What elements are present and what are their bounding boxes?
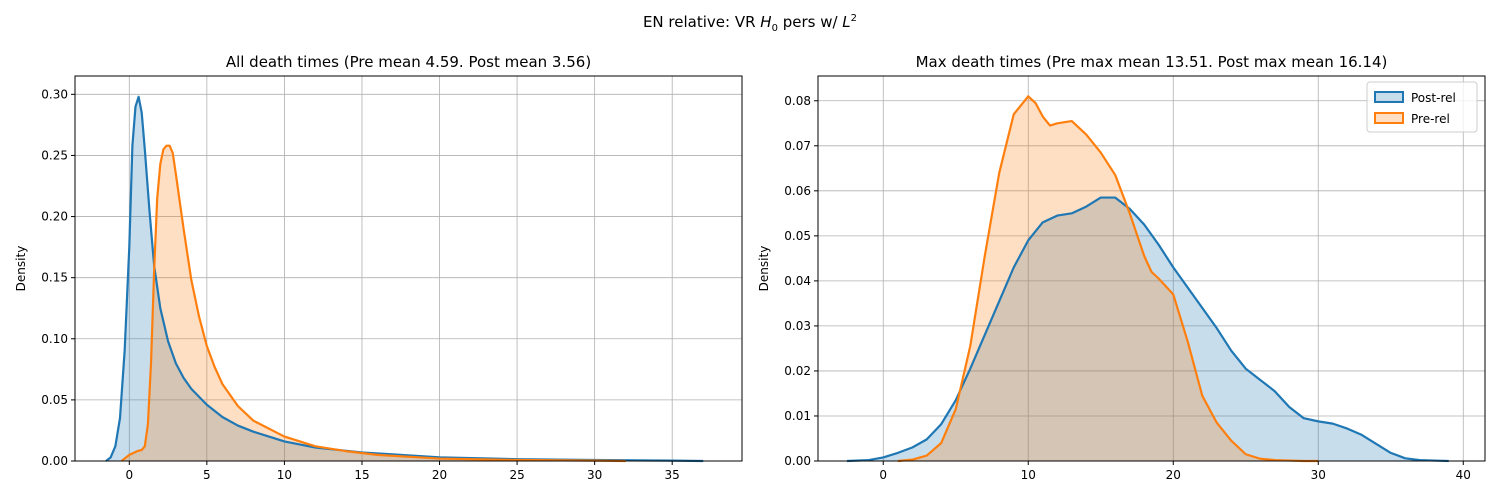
- x-tick-label: 20: [432, 468, 447, 482]
- x-tick-label: 20: [1166, 468, 1181, 482]
- x-tick-label: 15: [354, 468, 369, 482]
- x-tick-label: 25: [509, 468, 524, 482]
- x-tick-label: 35: [665, 468, 680, 482]
- y-tick-label: 0.02: [784, 364, 811, 378]
- legend-box: [1366, 81, 1478, 133]
- y-tick-label: 0.04: [784, 274, 811, 288]
- x-tick-label: 30: [1311, 468, 1326, 482]
- x-tick-label: 10: [1021, 468, 1036, 482]
- x-tick-label: 0: [879, 468, 887, 482]
- legend-swatch-pre: [1374, 112, 1404, 124]
- axes-frame: [74, 75, 743, 462]
- y-tick-label: 0.01: [784, 409, 811, 423]
- y-tick-label: 0.20: [41, 210, 68, 224]
- axes-frame: [817, 75, 1486, 462]
- density-fill-pre: [897, 96, 1319, 462]
- right-plot-max-death-times: 0 10 20 30 40 0.00 0.01 0.02 0.03 0.04 0.05 0.06 0.0…: [757, 53, 1486, 482]
- y-tick-label: 0.10: [41, 332, 68, 346]
- y-tick-label: 0.30: [41, 87, 68, 101]
- y-tick-label: 0.06: [784, 184, 811, 198]
- y-tick-label: 0.07: [784, 139, 811, 153]
- x-tick-label: 40: [1456, 468, 1471, 482]
- density-fill-pre: [121, 145, 626, 461]
- subplot-title: All death times (Pre mean 4.59. Post mea…: [226, 53, 591, 71]
- y-axis-label: Density: [14, 246, 28, 292]
- legend-label-post: Post-rel: [1411, 91, 1456, 105]
- y-tick-label: 0.05: [41, 393, 68, 407]
- legend-label-pre: Pre-rel: [1411, 112, 1450, 126]
- subplot-title: Max death times (Pre max mean 13.51. Pos…: [916, 53, 1388, 71]
- density-fill-post: [106, 96, 704, 462]
- y-tick-label: 0.08: [784, 94, 811, 108]
- y-axis-label: Density: [757, 246, 771, 292]
- x-tick-label: 10: [277, 468, 292, 482]
- y-tick-label: 0.15: [41, 271, 68, 285]
- x-tick-label: 5: [203, 468, 211, 482]
- density-fill-post: [847, 197, 1449, 461]
- y-tick-label: 0.00: [41, 454, 68, 468]
- x-tick-label: 0: [125, 468, 133, 482]
- y-tick-label: 0.00: [784, 454, 811, 468]
- density-line-pre: [897, 95, 1319, 463]
- density-line-pre: [120, 144, 626, 463]
- figure-suptitle: EN relative: VR H0 pers w/ L2: [643, 13, 857, 34]
- y-tick-label: 0.05: [784, 229, 811, 243]
- density-line-post: [846, 196, 1449, 463]
- y-tick-label: 0.25: [41, 148, 68, 162]
- x-tick-label: 30: [587, 468, 602, 482]
- density-line-post: [105, 95, 704, 463]
- legend-swatch-post: [1374, 91, 1404, 103]
- y-tick-label: 0.03: [784, 319, 811, 333]
- left-plot-all-death-times: 0 5 10 15 20 25 30 35 0.00 0.05 0.10 0.15 0.20 0.25 0.…: [14, 53, 743, 482]
